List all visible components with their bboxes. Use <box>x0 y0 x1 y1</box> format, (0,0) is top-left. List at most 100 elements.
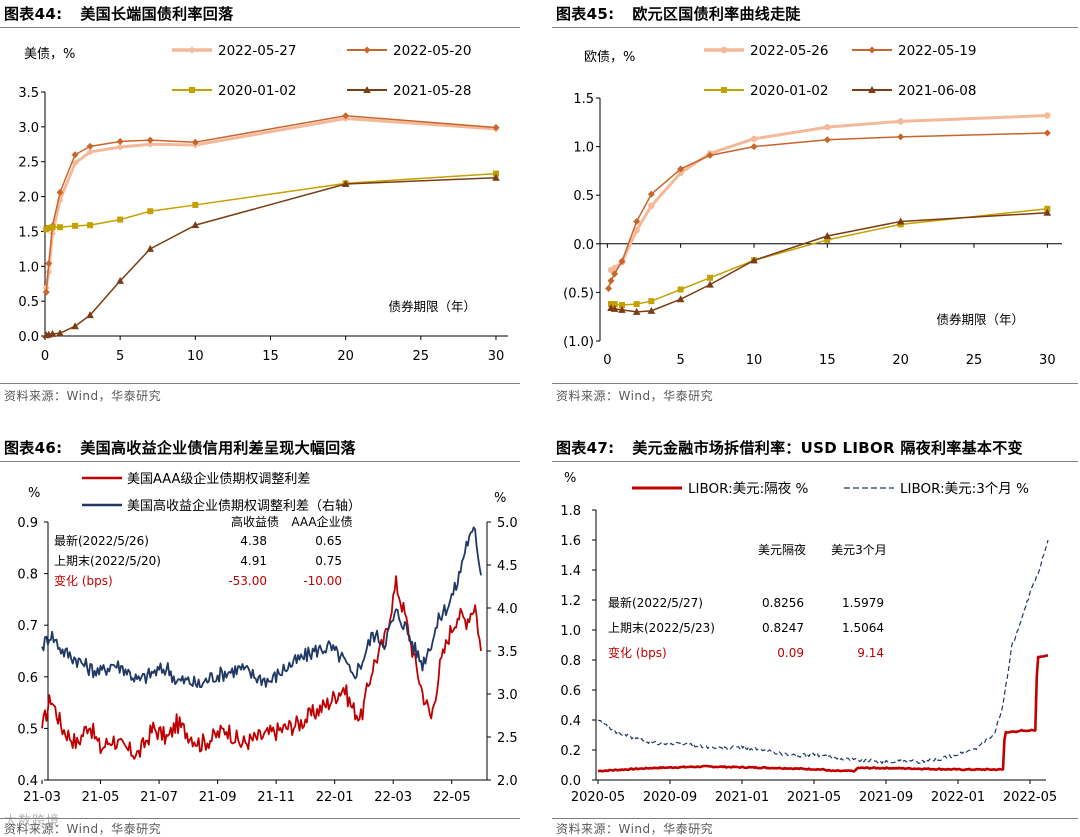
series-line-2020-01-02 <box>45 172 497 230</box>
right-y-tick-label: 3.5 <box>497 645 518 660</box>
data-point <box>86 148 94 156</box>
data-point <box>823 136 831 144</box>
y-tick-label: (0.5) <box>563 286 594 301</box>
data-point <box>824 123 831 131</box>
source-rule <box>0 818 520 819</box>
y-axis-label: 美债，% <box>24 47 75 62</box>
x-axis-title: 债券期限（年） <box>388 299 476 314</box>
table-cell: 0.65 <box>315 534 342 548</box>
y-tick-label: 1.5 <box>573 92 594 107</box>
table-row-label: 变化 (bps) <box>54 573 113 588</box>
x-tick-label: 22-03 <box>374 790 412 805</box>
y-axis-label: % <box>564 471 576 486</box>
series-line-right <box>41 526 482 689</box>
source-rule <box>552 818 1078 819</box>
data-point <box>633 217 641 225</box>
data-point <box>647 306 656 314</box>
x-tick-label: 2021-09 <box>859 790 913 805</box>
data-point <box>71 159 79 167</box>
table-cell: 4.91 <box>240 554 267 568</box>
legend-marker <box>868 86 876 93</box>
data-point <box>56 329 64 337</box>
x-tick-label: 21-05 <box>82 790 120 805</box>
x-tick-label: 25 <box>413 349 430 364</box>
data-point <box>71 151 79 159</box>
legend-label: 2022-05-27 <box>218 43 296 59</box>
legend-label: LIBOR:美元:隔夜 % <box>688 481 809 497</box>
source-note: 资料来源：Wind，华泰研究 <box>556 822 714 836</box>
legend-label: 美国AAA级企业债期权调整利差 <box>127 471 310 487</box>
data-point <box>191 221 200 229</box>
data-point <box>147 208 154 215</box>
y-tick-label: 0.0 <box>560 774 581 789</box>
x-tick-label: 2021-01 <box>715 790 769 805</box>
data-point <box>342 112 350 120</box>
data-point <box>1044 112 1051 119</box>
y-axis-label: 欧债，% <box>584 50 635 65</box>
left-y-tick-label: 0.5 <box>17 722 38 737</box>
table-row-label: 最新(2022/5/27) <box>608 595 703 610</box>
y-tick-label: 2.0 <box>18 191 39 206</box>
yield-curve-chart-euro: (1.0) (0.5) 0.0 0.5 1.0 1.5 0 5 10 15 20 25 30 欧债，% 债券… <box>563 43 1062 368</box>
table-row-label: 上期末(2022/5/20) <box>54 554 161 568</box>
y-tick-label: 3.0 <box>18 121 39 136</box>
data-point <box>117 216 124 223</box>
x-tick-label: 5 <box>116 349 124 364</box>
table-cell: -53.00 <box>228 574 267 588</box>
source-rule <box>552 383 1078 384</box>
data-point <box>87 222 94 229</box>
series-line-2021-06-08 <box>610 211 1048 313</box>
y-tick-label: 1.6 <box>560 534 581 549</box>
right-y-tick-label: 2.0 <box>497 774 518 789</box>
data-point <box>341 180 350 188</box>
watermark: 大数跨境 <box>4 814 61 829</box>
y-tick-label: 1.4 <box>560 564 581 579</box>
y-tick-label: 1.0 <box>18 260 39 275</box>
data-point <box>45 224 52 231</box>
y-tick-label: 3.5 <box>18 86 39 101</box>
legend-marker <box>188 46 196 54</box>
data-point <box>823 232 832 240</box>
data-point <box>750 143 758 151</box>
table-cell: -10.00 <box>303 574 342 588</box>
source-note: 资料来源：Wind，华泰研究 <box>4 389 162 403</box>
data-point <box>1043 208 1052 216</box>
x-tick-label: 22-01 <box>316 790 354 805</box>
legend-marker <box>363 46 371 54</box>
data-point <box>648 202 655 210</box>
table-cell: 0.8256 <box>762 596 804 610</box>
left-y-tick-label: 0.8 <box>17 568 38 583</box>
data-point <box>146 136 154 144</box>
data-point <box>146 140 154 148</box>
data-point <box>647 190 655 198</box>
x-tick-label: 21-09 <box>199 790 237 805</box>
y-tick-label: 1.2 <box>560 594 581 609</box>
panel-chart-45: 图表45: 欧元区国债利率曲线走陡 (1.0) (0.5) 0.0 0.5 1.0 1.5… <box>552 0 1078 410</box>
data-point <box>56 188 64 196</box>
chart-title-text: 欧元区国债利率曲线走陡 <box>632 4 801 23</box>
x-tick-label: 21-07 <box>140 790 178 805</box>
data-point <box>86 142 94 150</box>
table-row-label: 上期末(2022/5/23) <box>608 621 715 635</box>
data-point <box>116 143 124 151</box>
data-point <box>633 301 640 308</box>
libor-chart: 0.0 0.2 0.4 0.6 0.8 1.0 1.2 1.4 1.6 1.8 2020-05 202… <box>560 471 1057 805</box>
table-cell: 9.14 <box>857 646 884 660</box>
data-point <box>72 222 79 229</box>
table-header: 美元隔夜 <box>758 542 806 557</box>
table-row-label: 最新(2022/5/26) <box>54 533 149 548</box>
left-y-axis-label: % <box>28 486 40 501</box>
x-tick-label: 0 <box>41 349 49 364</box>
right-y-axis-label: % <box>494 491 506 506</box>
y-tick-label: 0.8 <box>560 654 581 669</box>
source-note: 资料来源：Wind，华泰研究 <box>4 822 162 836</box>
data-point <box>611 270 619 278</box>
data-point <box>146 244 155 252</box>
right-y-tick-label: 5.0 <box>497 516 518 531</box>
data-point <box>49 230 57 238</box>
table-row-label: 变化 (bps) <box>608 645 667 660</box>
data-point <box>49 224 56 231</box>
table-header: 高收益债 <box>231 514 279 529</box>
left-y-tick-label: 0.9 <box>17 516 38 531</box>
data-point <box>71 322 79 330</box>
